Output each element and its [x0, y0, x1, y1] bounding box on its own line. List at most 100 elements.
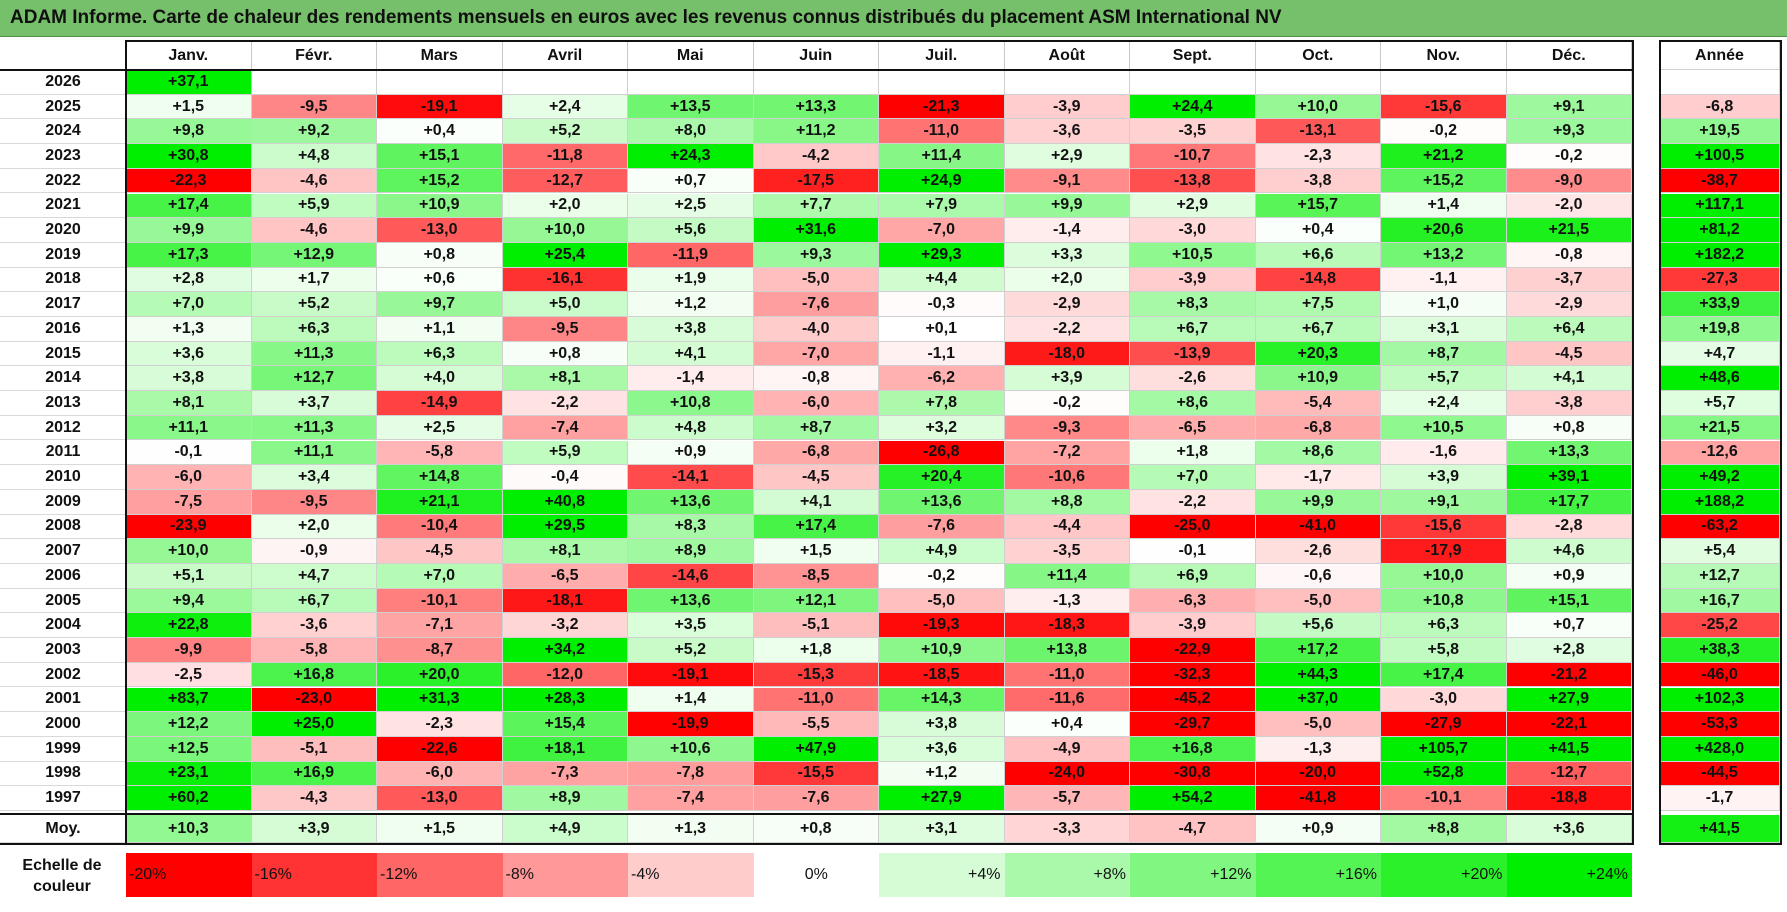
heatmap-cell: +5,6 — [1255, 613, 1381, 639]
heatmap-cell: -6,0 — [753, 391, 879, 416]
heatmap-cell: +4,8 — [628, 415, 754, 441]
heatmap-cell: -7,5 — [126, 489, 252, 515]
annual-cell: +117,1 — [1660, 193, 1780, 219]
heatmap-cell: -5,1 — [251, 736, 377, 762]
heatmap-cell: +17,7 — [1506, 489, 1632, 515]
year-label: 2018 — [0, 267, 126, 293]
year-label: 2015 — [0, 341, 126, 367]
heatmap-cell: -18,0 — [1004, 341, 1130, 367]
heatmap-cell: -4,9 — [1004, 736, 1130, 762]
heatmap-cell: -3,9 — [1130, 267, 1256, 293]
heatmap-cell: -6,0 — [126, 465, 252, 490]
heatmap-cell: +15,7 — [1255, 193, 1381, 219]
heatmap-cell: -18,3 — [1004, 613, 1130, 639]
heatmap-cell: +6,3 — [377, 341, 503, 367]
heatmap-cell: +20,4 — [879, 465, 1005, 490]
heatmap-cell — [251, 70, 377, 95]
heatmap-cell: +31,3 — [377, 687, 503, 713]
divider — [0, 69, 1633, 71]
heatmap-cell: -13,1 — [1255, 119, 1381, 145]
heatmap-cell: +24,4 — [1130, 94, 1256, 120]
month-header: Janv. — [126, 42, 252, 70]
heatmap-cell: +6,7 — [251, 588, 377, 614]
heatmap-cell — [753, 70, 879, 95]
heatmap-cell: +15,1 — [1506, 588, 1632, 614]
heatmap-cell: -10,1 — [1381, 786, 1507, 811]
annual-cell: +428,0 — [1660, 736, 1780, 762]
year-label: 2014 — [0, 366, 126, 392]
heatmap-cell: -23,9 — [126, 514, 252, 540]
heatmap-cell: +10,0 — [1381, 564, 1507, 589]
heatmap-cell: +0,4 — [377, 119, 503, 145]
heatmap-cell: -6,5 — [1130, 415, 1256, 441]
annual-cell: +12,7 — [1660, 564, 1780, 589]
heatmap-cell: +4,1 — [628, 341, 754, 367]
heatmap-cell: +0,6 — [377, 267, 503, 293]
heatmap-cell: -7,6 — [879, 514, 1005, 540]
color-scale-swatch: +12% — [1130, 853, 1256, 897]
heatmap-cell: +7,9 — [879, 193, 1005, 219]
heatmap-cell: +11,4 — [879, 144, 1005, 169]
heatmap-cell: -19,9 — [628, 712, 754, 737]
year-label: 2012 — [0, 415, 126, 441]
heatmap-cell: +2,5 — [628, 193, 754, 219]
heatmap-cell: +8,7 — [753, 415, 879, 441]
color-scale-swatch: +16% — [1255, 853, 1381, 897]
year-label: 2002 — [0, 662, 126, 688]
heatmap-cell: +8,9 — [502, 786, 628, 811]
heatmap-cell: -9,5 — [251, 94, 377, 120]
heatmap-cell: +7,7 — [753, 193, 879, 219]
year-label: 2009 — [0, 489, 126, 515]
heatmap-cell: +3,2 — [879, 415, 1005, 441]
heatmap-cell: +5,0 — [502, 292, 628, 317]
heatmap-cell: +5,7 — [1381, 366, 1507, 392]
heatmap-cell: -14,8 — [1255, 267, 1381, 293]
heatmap-cell: +2,9 — [1004, 144, 1130, 169]
average-cell: +0,9 — [1255, 815, 1381, 843]
heatmap-cell: +1,8 — [1130, 440, 1256, 466]
heatmap-cell: -0,2 — [1506, 144, 1632, 169]
heatmap-cell: -1,4 — [628, 366, 754, 392]
heatmap-cell: -0,2 — [879, 564, 1005, 589]
heatmap-cell: +15,4 — [502, 712, 628, 737]
heatmap-cell: -7,4 — [628, 786, 754, 811]
heatmap-cell: +1,2 — [628, 292, 754, 317]
heatmap-cell: +1,4 — [628, 687, 754, 713]
annual-cell: -63,2 — [1660, 514, 1780, 540]
heatmap-cell: +0,1 — [879, 317, 1005, 342]
heatmap-cell: +1,0 — [1381, 292, 1507, 317]
heatmap-cell: +60,2 — [126, 786, 252, 811]
heatmap-cell: +17,2 — [1255, 638, 1381, 663]
heatmap-cell: +11,3 — [251, 341, 377, 367]
year-label: 2020 — [0, 218, 126, 243]
heatmap-cell: -3,7 — [1506, 267, 1632, 293]
heatmap-cell: -7,8 — [628, 761, 754, 787]
annual-cell: +16,7 — [1660, 588, 1780, 614]
heatmap-cell: +22,8 — [126, 613, 252, 639]
heatmap-cell — [502, 70, 628, 95]
annual-cell: +33,9 — [1660, 292, 1780, 317]
heatmap-cell: +17,4 — [753, 514, 879, 540]
heatmap-cell: +15,2 — [1381, 168, 1507, 194]
heatmap-cell: +37,1 — [126, 70, 252, 95]
heatmap-cell: +18,1 — [502, 736, 628, 762]
color-scale-label: Echelle de couleur — [22, 857, 102, 895]
annual-cell: +188,2 — [1660, 489, 1780, 515]
heatmap-cell: +13,6 — [628, 489, 754, 515]
color-scale-swatch: +24% — [1506, 853, 1632, 897]
heatmap-cell: +11,1 — [251, 440, 377, 466]
heatmap-cell: -32,3 — [1130, 662, 1256, 688]
heatmap-cell: +7,0 — [377, 564, 503, 589]
heatmap-cell: +44,3 — [1255, 662, 1381, 688]
heatmap-cell: +5,2 — [251, 292, 377, 317]
heatmap-cell: +10,0 — [1255, 94, 1381, 120]
heatmap-cell: +15,1 — [377, 144, 503, 169]
year-label: 2024 — [0, 119, 126, 145]
heatmap-cell: +10,5 — [1130, 242, 1256, 268]
heatmap-cell: -19,1 — [628, 662, 754, 688]
heatmap-cell: -10,1 — [377, 588, 503, 614]
heatmap-cell: -10,6 — [1004, 465, 1130, 490]
heatmap-cell: +9,9 — [1255, 489, 1381, 515]
heatmap-cell: +3,5 — [628, 613, 754, 639]
heatmap-cell: +12,2 — [126, 712, 252, 737]
